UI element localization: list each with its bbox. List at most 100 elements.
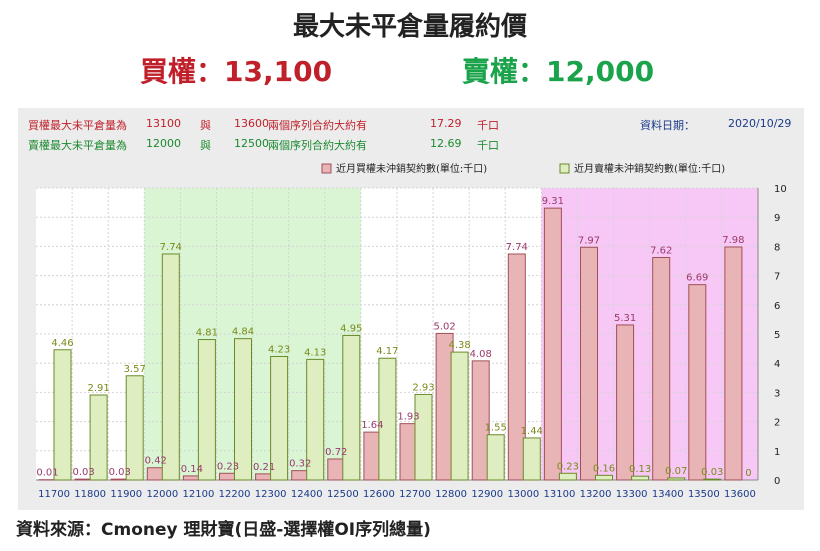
call-bar-12100: [182, 475, 201, 481]
y-tick-label-7: 7: [774, 272, 780, 283]
call-value-label-12500: 0.72: [325, 447, 347, 458]
put-bar-13300: [631, 475, 650, 481]
put-value-label-12100: 4.81: [196, 328, 218, 339]
y-tick-label-9: 9: [774, 213, 780, 224]
call-bar-11800: [74, 478, 93, 481]
call-bar-12700: [399, 423, 418, 481]
put-info-strike-b: 12500: [234, 137, 269, 150]
put-value-label-12200: 4.84: [232, 327, 254, 338]
call-bar-12800: [435, 332, 454, 481]
x-tick-label-13400: 13400: [652, 489, 684, 500]
y-tick-label-1: 1: [774, 447, 780, 458]
call-value-label-12300: 0.21: [253, 462, 275, 473]
call-value-label-12800: 5.02: [433, 321, 455, 332]
call-value-label-12700: 1.93: [397, 412, 419, 423]
x-tick-label-13000: 13000: [507, 489, 539, 500]
x-tick-label-12800: 12800: [435, 489, 467, 500]
call-bar-13600: [724, 246, 743, 481]
x-tick-label-12400: 12400: [291, 489, 323, 500]
call-info-desc: 兩個序列合約大約有: [268, 119, 367, 132]
call-value-label-12100: 0.14: [181, 464, 203, 475]
call-value-label-13300: 5.31: [614, 313, 636, 324]
call-bar-12400: [291, 470, 310, 481]
put-value-label-13200: 0.16: [593, 463, 615, 474]
call-value-label-12200: 0.23: [217, 461, 239, 472]
put-bar-11800: [89, 394, 108, 481]
x-tick-label-12700: 12700: [399, 489, 431, 500]
call-value-label-12400: 0.32: [289, 459, 311, 470]
call-bar-13000: [507, 253, 526, 481]
call-info-conj: 與: [200, 119, 211, 132]
put-bar-12900: [486, 434, 505, 481]
put-value-label-13100: 0.23: [557, 461, 579, 472]
x-tick-label-12000: 12000: [146, 489, 178, 500]
put-info-label: 賣權最大未平倉量為: [28, 139, 127, 152]
call-info-value: 17.29: [430, 117, 462, 130]
legend-call-label: 近月買權未沖銷契約數(單位:千口): [336, 162, 487, 175]
put-info-unit: 千口: [477, 139, 499, 152]
put-value-label-12000: 7.74: [160, 242, 182, 253]
chart-title: 最大未平倉量履約價: [292, 12, 527, 42]
call-info-strike-b: 13600: [234, 117, 269, 130]
data-date-label: 資料日期：: [640, 119, 695, 132]
put-bar-13100: [558, 472, 577, 481]
call-value-label-13400: 7.62: [650, 245, 672, 256]
call-value-label-12600: 1.64: [361, 420, 383, 431]
call-info-label: 買權最大未平倉量為: [28, 119, 127, 132]
put-info-strike-a: 12000: [146, 137, 181, 150]
y-tick-label-4: 4: [774, 359, 780, 370]
y-tick-label-5: 5: [774, 330, 780, 341]
put-value-label-12800: 4.38: [448, 340, 470, 351]
put-info-value: 12.69: [430, 137, 462, 150]
put-value-label-11800: 2.91: [87, 383, 109, 394]
call-bar-13200: [580, 246, 598, 481]
put-bar-13400: [667, 477, 686, 481]
call-bar-11900: [110, 478, 129, 481]
put-max-oi-headline: 賣權：12,000: [462, 55, 655, 88]
put-bar-11900: [125, 375, 144, 481]
call-value-label-13100: 9.31: [542, 196, 564, 207]
x-tick-label-12500: 12500: [327, 489, 359, 500]
x-tick-label-13300: 13300: [616, 489, 648, 500]
put-value-label-13400: 0.07: [665, 466, 687, 477]
put-value-label-13000: 1.44: [521, 426, 543, 437]
call-bar-12300: [255, 473, 274, 481]
legend-put-swatch: [559, 163, 570, 174]
put-value-label-12600: 4.17: [376, 346, 398, 357]
call-value-label-13500: 6.69: [686, 273, 708, 284]
put-value-label-11900: 3.57: [124, 364, 146, 375]
put-value-label-12400: 4.13: [304, 347, 326, 358]
put-value-label-12900: 1.55: [485, 423, 507, 434]
put-bar-13200: [595, 474, 613, 481]
x-tick-label-12900: 12900: [471, 489, 503, 500]
put-bar-12600: [378, 357, 397, 481]
call-bar-12500: [327, 458, 346, 481]
call-value-label-11900: 0.03: [109, 467, 131, 478]
x-tick-label-11700: 11700: [38, 489, 70, 500]
call-bar-12900: [471, 360, 490, 481]
put-bar-12100: [197, 339, 216, 481]
put-value-label-12700: 2.93: [412, 382, 434, 393]
call-value-label-13000: 7.74: [506, 242, 528, 253]
call-value-label-11700: 0.01: [36, 468, 58, 479]
call-bar-13400: [652, 256, 671, 481]
x-tick-label-13100: 13100: [544, 489, 576, 500]
call-bar-12600: [363, 431, 382, 481]
y-tick-label-3: 3: [774, 388, 780, 399]
call-value-label-13600: 7.98: [722, 235, 744, 246]
put-bar-12700: [414, 393, 433, 481]
x-tick-label-12100: 12100: [183, 489, 215, 500]
put-value-label-13600: 0: [745, 468, 751, 479]
x-tick-label-11900: 11900: [110, 489, 142, 500]
call-value-label-13200: 7.97: [578, 235, 600, 246]
put-bar-13500: [703, 478, 722, 481]
put-value-label-12500: 4.95: [340, 323, 362, 334]
x-tick-label-13200: 13200: [580, 489, 612, 500]
x-tick-label-12600: 12600: [363, 489, 395, 500]
call-info-unit: 千口: [477, 119, 499, 132]
put-bar-13000: [522, 437, 541, 481]
x-tick-label-12200: 12200: [219, 489, 251, 500]
put-bar-12200: [234, 338, 252, 481]
call-max-oi-headline: 買權：13,100: [140, 55, 333, 88]
x-tick-label-13600: 13600: [724, 489, 756, 500]
